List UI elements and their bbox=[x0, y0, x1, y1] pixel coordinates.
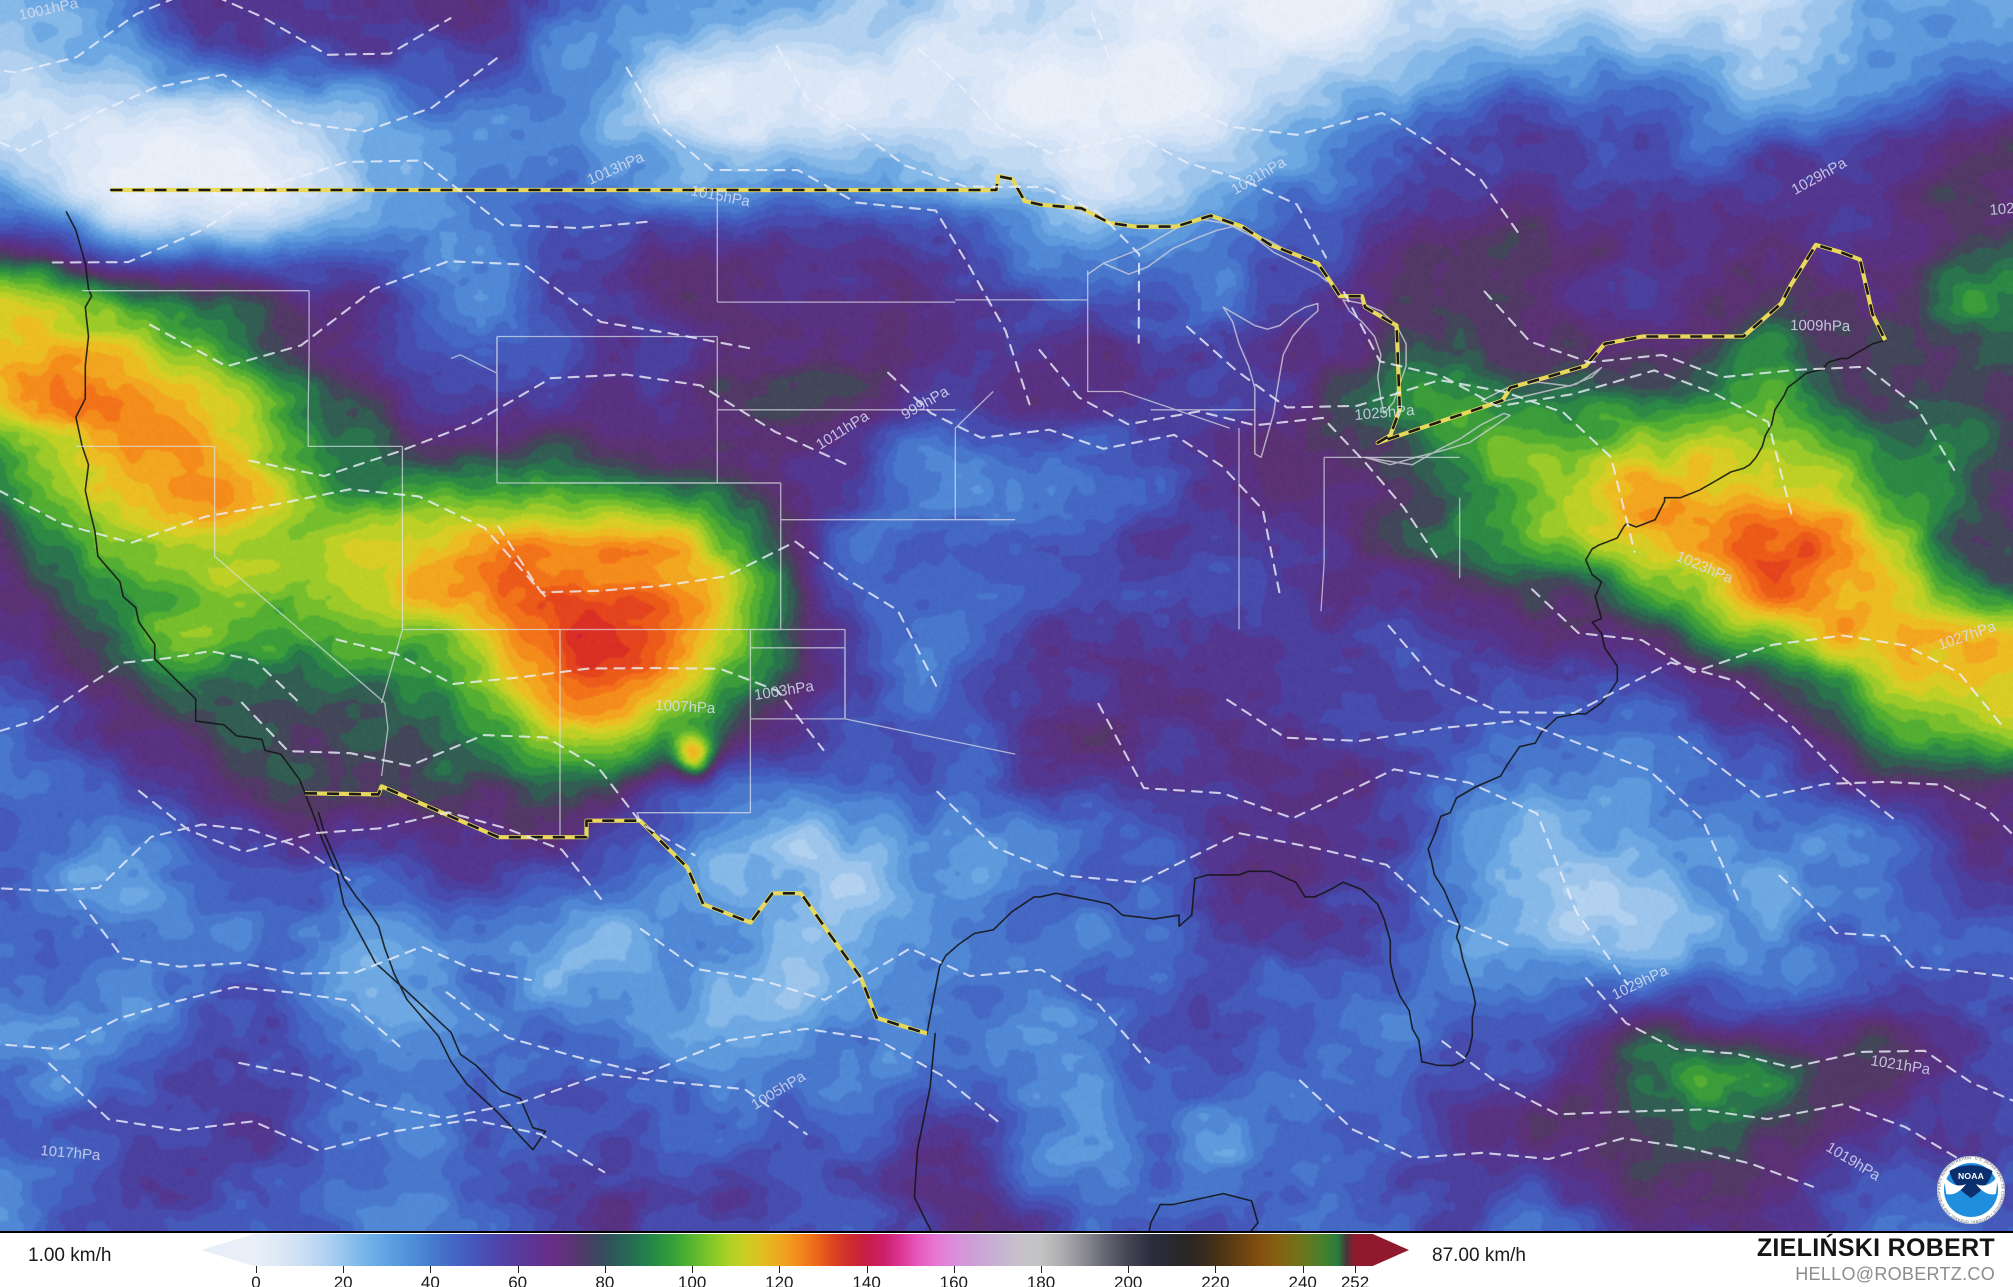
svg-text:1017hPa: 1017hPa bbox=[40, 1142, 102, 1164]
svg-text:999hPa: 999hPa bbox=[899, 383, 953, 424]
svg-text:1005hPa: 1005hPa bbox=[748, 1068, 809, 1114]
svg-text:1021hPa: 1021hPa bbox=[1869, 1052, 1932, 1078]
svg-text:1031hPa: 1031hPa bbox=[1229, 153, 1290, 198]
svg-text:1011hPa: 1011hPa bbox=[813, 407, 873, 453]
svg-text:1015hPa: 1015hPa bbox=[689, 182, 752, 210]
svg-text:1001hPa: 1001hPa bbox=[17, 0, 80, 24]
svg-text:1019hPa: 1019hPa bbox=[1823, 1139, 1884, 1185]
svg-text:NOAA: NOAA bbox=[1958, 1171, 1984, 1181]
svg-text:1023hPa: 1023hPa bbox=[1673, 548, 1736, 587]
svg-text:1029hPa: 1029hPa bbox=[1789, 154, 1850, 198]
svg-text:1027hPa: 1027hPa bbox=[1936, 618, 1999, 654]
svg-text:1007hPa: 1007hPa bbox=[655, 697, 717, 717]
svg-text:1003hPa: 1003hPa bbox=[753, 678, 816, 704]
svg-text:1029hPa: 1029hPa bbox=[1609, 962, 1671, 1004]
svg-text:1009hPa: 1009hPa bbox=[1790, 317, 1851, 335]
svg-text:1027hPa: 1027hPa bbox=[1989, 197, 2013, 219]
svg-text:1013hPa: 1013hPa bbox=[585, 148, 647, 188]
